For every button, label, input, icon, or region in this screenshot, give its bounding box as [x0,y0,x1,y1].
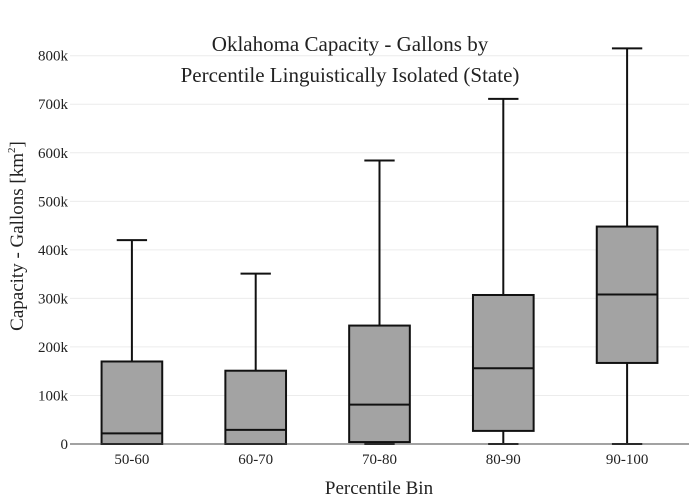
y-tick-label: 400k [38,243,69,259]
y-tick-labels: 0 100k 200k 300k 400k 500k 600k 700k 800k [38,49,69,453]
x-tick-label: 70-80 [362,452,397,468]
x-tick-label: 60-70 [238,452,273,468]
y-tick-label: 500k [38,194,69,210]
box-80-90 [471,97,535,445]
y-axis-title: Capacity - Gallons [km2] [6,141,28,331]
x-axis-title: Percentile Bin [325,478,434,499]
box-iqr [100,360,164,445]
box-90-100 [595,47,659,445]
y-tick-label: 800k [38,49,69,65]
x-tick-label: 50-60 [114,452,149,468]
x-tick-labels: 50-60 60-70 70-80 80-90 90-100 [114,452,648,468]
y-axis-title-close: ] [7,141,28,147]
y-tick-label: 100k [38,388,69,404]
chart-title-line-1: Oklahoma Capacity - Gallons by [212,32,489,56]
box-iqr [224,369,288,445]
y-axis-title-superscript: 2 [6,148,18,154]
y-tick-label: 300k [38,291,69,307]
box-iqr [348,324,411,444]
y-axis-title-text: Capacity - Gallons [km [7,153,28,331]
box-50-60 [100,239,164,445]
y-tick-label: 0 [61,437,69,453]
box-iqr [471,293,535,432]
box-70-80 [348,159,411,445]
chart-title-line-2: Percentile Linguistically Isolated (Stat… [181,63,520,87]
y-tick-label: 600k [38,146,69,162]
y-tick-label: 200k [38,340,69,356]
y-tick-label: 700k [38,97,69,113]
box-series [100,47,659,445]
x-tick-label: 90-100 [606,452,649,468]
box-60-70 [224,272,288,445]
x-tick-label: 80-90 [486,452,521,468]
